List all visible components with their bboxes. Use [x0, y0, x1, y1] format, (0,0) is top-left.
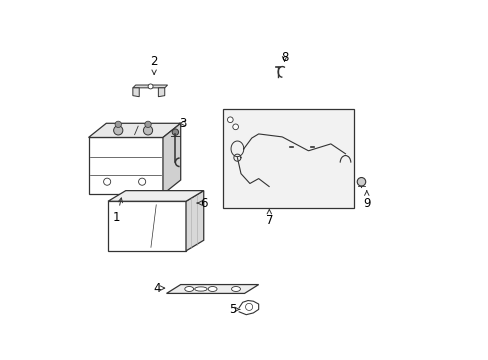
Text: 6: 6: [197, 197, 207, 210]
Circle shape: [115, 121, 121, 127]
Polygon shape: [88, 138, 163, 194]
Text: 1: 1: [113, 198, 122, 224]
Ellipse shape: [184, 287, 193, 292]
Text: 3: 3: [179, 117, 186, 130]
Polygon shape: [133, 85, 167, 88]
Polygon shape: [108, 191, 203, 201]
Ellipse shape: [208, 287, 217, 292]
Circle shape: [143, 126, 152, 135]
Polygon shape: [158, 88, 164, 97]
Ellipse shape: [231, 287, 240, 292]
Circle shape: [138, 178, 145, 185]
Circle shape: [232, 124, 238, 130]
Circle shape: [356, 177, 365, 186]
Polygon shape: [166, 284, 258, 293]
Polygon shape: [185, 191, 203, 251]
Bar: [223, 109, 354, 208]
Circle shape: [113, 126, 122, 135]
Polygon shape: [108, 201, 185, 251]
Text: 5: 5: [229, 303, 239, 316]
Text: 9: 9: [362, 191, 370, 210]
Circle shape: [172, 129, 178, 135]
Text: 8: 8: [280, 51, 287, 64]
Circle shape: [144, 121, 151, 127]
Text: 2: 2: [150, 55, 158, 75]
Circle shape: [103, 178, 110, 185]
Text: 4: 4: [153, 282, 164, 294]
Polygon shape: [163, 123, 181, 194]
Polygon shape: [133, 88, 139, 97]
Circle shape: [148, 84, 153, 89]
Circle shape: [227, 117, 233, 123]
Ellipse shape: [194, 287, 207, 291]
Text: 7: 7: [265, 209, 272, 227]
Polygon shape: [88, 123, 181, 138]
